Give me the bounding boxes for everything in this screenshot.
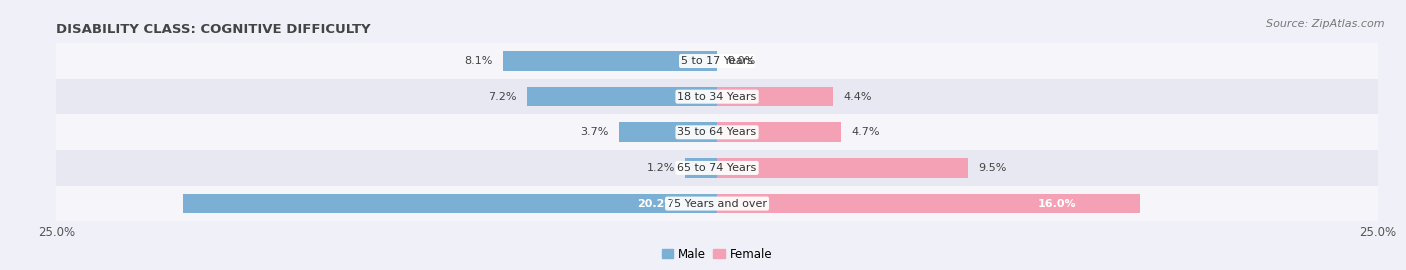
- Bar: [619, 123, 717, 142]
- Text: Source: ZipAtlas.com: Source: ZipAtlas.com: [1267, 19, 1385, 29]
- Text: 3.7%: 3.7%: [581, 127, 609, 137]
- Text: 75 Years and over: 75 Years and over: [666, 198, 768, 209]
- Text: DISABILITY CLASS: COGNITIVE DIFFICULTY: DISABILITY CLASS: COGNITIVE DIFFICULTY: [56, 23, 371, 36]
- Bar: [56, 79, 1378, 114]
- Bar: [685, 158, 717, 178]
- Text: 4.7%: 4.7%: [852, 127, 880, 137]
- Bar: [717, 123, 841, 142]
- Text: 7.2%: 7.2%: [488, 92, 516, 102]
- Text: 35 to 64 Years: 35 to 64 Years: [678, 127, 756, 137]
- Bar: [503, 51, 717, 71]
- Text: 9.5%: 9.5%: [979, 163, 1007, 173]
- Bar: [717, 194, 1140, 213]
- Legend: Male, Female: Male, Female: [657, 243, 778, 265]
- Bar: [56, 186, 1378, 221]
- Bar: [56, 114, 1378, 150]
- Text: 8.1%: 8.1%: [464, 56, 492, 66]
- Text: 65 to 74 Years: 65 to 74 Years: [678, 163, 756, 173]
- Bar: [56, 150, 1378, 186]
- Text: 16.0%: 16.0%: [1038, 198, 1077, 209]
- Bar: [717, 87, 834, 106]
- Text: 18 to 34 Years: 18 to 34 Years: [678, 92, 756, 102]
- Text: 4.4%: 4.4%: [844, 92, 873, 102]
- Text: 20.2%: 20.2%: [637, 198, 675, 209]
- Text: 0.0%: 0.0%: [728, 56, 756, 66]
- Bar: [717, 158, 969, 178]
- Bar: [527, 87, 717, 106]
- Text: 5 to 17 Years: 5 to 17 Years: [681, 56, 754, 66]
- Bar: [183, 194, 717, 213]
- Bar: [56, 43, 1378, 79]
- Text: 1.2%: 1.2%: [647, 163, 675, 173]
